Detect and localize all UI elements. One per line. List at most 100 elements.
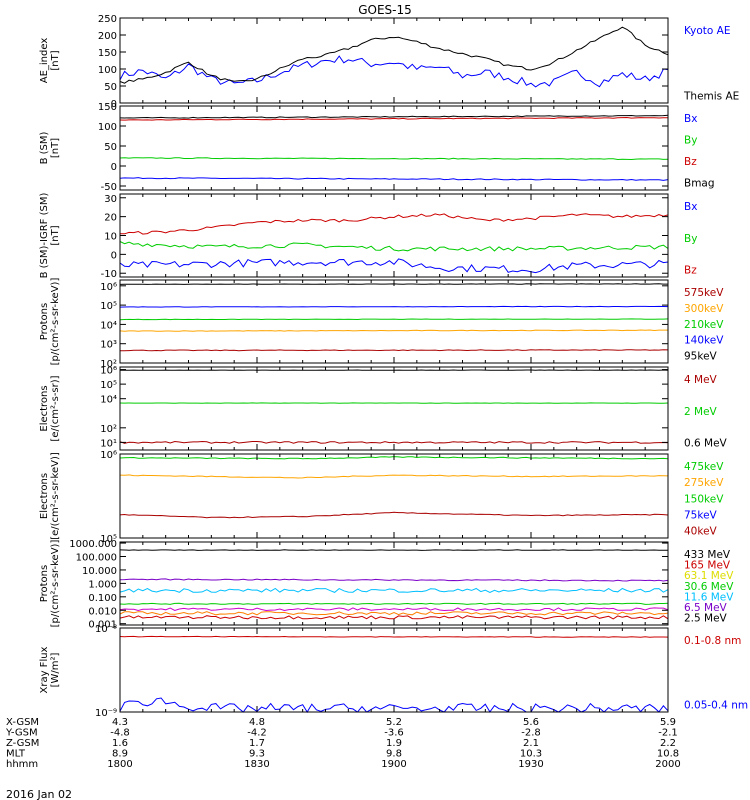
y-tick-label-bigrf: 20 — [104, 213, 117, 224]
ephemeris-table: X-GSM 4.3 4.8 5.2 5.6 5.9 Y-GSM -4.8 -4.2 -3.6 -2.… — [5, 717, 681, 770]
legend-entry-electrons_hi: 4 MeV — [684, 374, 718, 386]
series-line-protons_hi-8 — [119, 615, 669, 620]
legend-entry-xray: 0.1-0.8 nm — [684, 635, 741, 647]
ephemeris-value: 4.8 — [249, 717, 265, 728]
legend-entry-protons_hi: 165 MeV — [684, 560, 731, 572]
legend-entry-protons: 210keV — [684, 319, 724, 331]
y-axis-label-b: [nT] — [50, 138, 61, 158]
legend-entry-bigrf: Bz — [684, 265, 697, 277]
ephemeris-value: 1930 — [518, 759, 543, 770]
ephemeris-value: 1800 — [107, 759, 132, 770]
y-axis-label-ae: AE_index — [39, 38, 50, 84]
series-line-bigrf-1 — [119, 241, 669, 252]
ephemeris-value: 5.9 — [660, 717, 676, 728]
legend-entry-electrons_lo: 75keV — [684, 509, 718, 521]
date-label: 2016 Jan 02 — [6, 788, 72, 800]
y-tick-label-protons_hi: 1000.000 — [69, 539, 117, 550]
y-tick-label-b: 50 — [104, 142, 117, 153]
y-tick-label-electrons_hi: 10⁵ — [100, 380, 117, 391]
y-tick-label-protons: 10⁴ — [100, 320, 117, 331]
legend-entry-electrons_hi: 2 MeV — [684, 406, 718, 418]
y-tick-label-protons: 10³ — [100, 340, 117, 351]
y-tick-label-ae: 100 — [98, 65, 117, 76]
y-axis-label-protons_hi: Protons — [39, 565, 50, 602]
legend-entry-bigrf: By — [684, 233, 697, 245]
y-tick-label-protons: 10⁶ — [100, 282, 117, 293]
legend-entry-protons_hi: 2.5 MeV — [684, 613, 728, 625]
ephemeris-value: 1.6 — [112, 738, 128, 749]
legend-entry-electrons_lo: 40keV — [684, 526, 718, 538]
panel-ae: 0 50 100 150 200 250 AE_index [nT] Kyoto AE Themi… — [39, 14, 739, 110]
panel-electrons_hi: 10¹ 10² 10⁴ 10⁵ 10⁶ Electrons [e/(cm²-s-sr)] 4 … — [39, 366, 728, 451]
y-tick-label-b: 100 — [98, 122, 117, 133]
ephemeris-value: 10.8 — [657, 749, 679, 760]
y-axis-label-xray: Xray Flux — [39, 646, 50, 693]
legend-entry-ae: Themis AE — [683, 91, 739, 103]
legend-entry-protons: 300keV — [684, 303, 724, 315]
y-tick-label-protons_hi: 10.000 — [82, 566, 117, 577]
series-line-protons-0 — [120, 349, 669, 352]
panel-protons: 10² 10³ 10⁴ 10⁵ 10⁶ Protons [p/(cm²-s-sr-keV)]… — [39, 278, 724, 370]
y-axis-label-electrons_hi: Electrons — [39, 385, 50, 431]
panel-frame-ae — [119, 17, 669, 104]
series-line-xray-0 — [119, 635, 669, 638]
legend-entry-ae: Kyoto AE — [684, 25, 730, 37]
y-axis-label-electrons_lo: Electrons — [39, 473, 50, 519]
y-tick-label-electrons_hi: 10¹ — [100, 438, 117, 449]
legend-entry-protons_hi: 11.6 MeV — [684, 591, 734, 603]
y-tick-label-bigrf: -10 — [101, 269, 117, 280]
series-line-xray-1 — [119, 697, 669, 713]
y-axis-label-ae: [nT] — [50, 50, 61, 70]
series-line-b-1 — [119, 157, 669, 161]
series-line-ae-0 — [119, 55, 669, 88]
series-line-protons_hi-0 — [119, 549, 669, 551]
ephemeris-value: 9.8 — [386, 749, 402, 760]
ephemeris-value: 1.7 — [249, 738, 265, 749]
ephemeris-value: -4.2 — [247, 728, 267, 739]
series-line-bigrf-2 — [120, 213, 669, 235]
series-line-protons_hi-7 — [119, 611, 669, 616]
legend-entry-protons_hi: 6.5 MeV — [684, 602, 728, 614]
ephemeris-value: 9.3 — [249, 749, 265, 760]
y-tick-label-ae: 200 — [98, 31, 117, 42]
series-line-protons_hi-3 — [119, 602, 669, 605]
legend-entry-electrons_lo: 150keV — [684, 493, 724, 505]
ephemeris-value: 5.2 — [386, 717, 402, 728]
y-tick-label-protons_hi: 100.000 — [76, 553, 117, 564]
ephemeris-value: 2.1 — [523, 738, 539, 749]
series-line-protons-3 — [119, 305, 669, 308]
ephemeris-value: 8.9 — [112, 749, 128, 760]
legend-entry-protons_hi: 30.6 MeV — [684, 581, 734, 593]
y-axis-label-b: B (SM) — [39, 131, 50, 164]
series-line-protons_hi-4 — [119, 587, 669, 593]
panel-bigrf: -10 0 10 20 30 B (SM)-IGRF (SM) [nT] Bx By Bz — [39, 193, 697, 281]
ephemeris-value: 1.9 — [386, 738, 402, 749]
y-tick-label-electrons_lo: 10⁵ — [100, 534, 117, 545]
legend-entry-protons_hi: 433 MeV — [684, 549, 731, 561]
legend-entry-protons: 575keV — [684, 287, 724, 299]
y-axis-label-protons: Protons — [39, 303, 50, 340]
y-axis-label-electrons_lo: [e/(cm²-s-sr-keV)] — [50, 452, 61, 540]
y-axis-label-bigrf: [nT] — [50, 225, 61, 245]
ephemeris-value: 4.3 — [112, 717, 128, 728]
y-tick-label-ae: 50 — [104, 82, 117, 93]
series-line-protons-1 — [119, 329, 668, 332]
legend-entry-protons: 140keV — [684, 335, 724, 347]
panel-protons_hi: 0.001 0.010 0.100 1.000 10.000 100.000 1000.00… — [39, 539, 734, 631]
ephemeris-value: 2.2 — [660, 738, 676, 749]
y-tick-label-bigrf: 30 — [104, 194, 117, 205]
series-line-ae-1 — [119, 26, 669, 84]
legend-entry-electrons_hi: 0.6 MeV — [684, 438, 728, 450]
legend-entry-electrons_lo: 475keV — [684, 461, 724, 473]
y-tick-label-electrons_hi: 10⁴ — [100, 395, 117, 406]
ephemeris-value: -4.8 — [110, 728, 130, 739]
ephemeris-value: -2.8 — [521, 728, 541, 739]
plot-title: GOES-15 — [358, 3, 412, 17]
y-axis-label-bigrf: B (SM)-IGRF (SM) — [39, 193, 50, 279]
series-line-electrons_hi-0 — [119, 440, 669, 444]
ephemeris-value: -3.6 — [384, 728, 404, 739]
legend-entry-b: Bz — [684, 156, 697, 168]
panel-frame-electrons_lo — [119, 453, 669, 539]
